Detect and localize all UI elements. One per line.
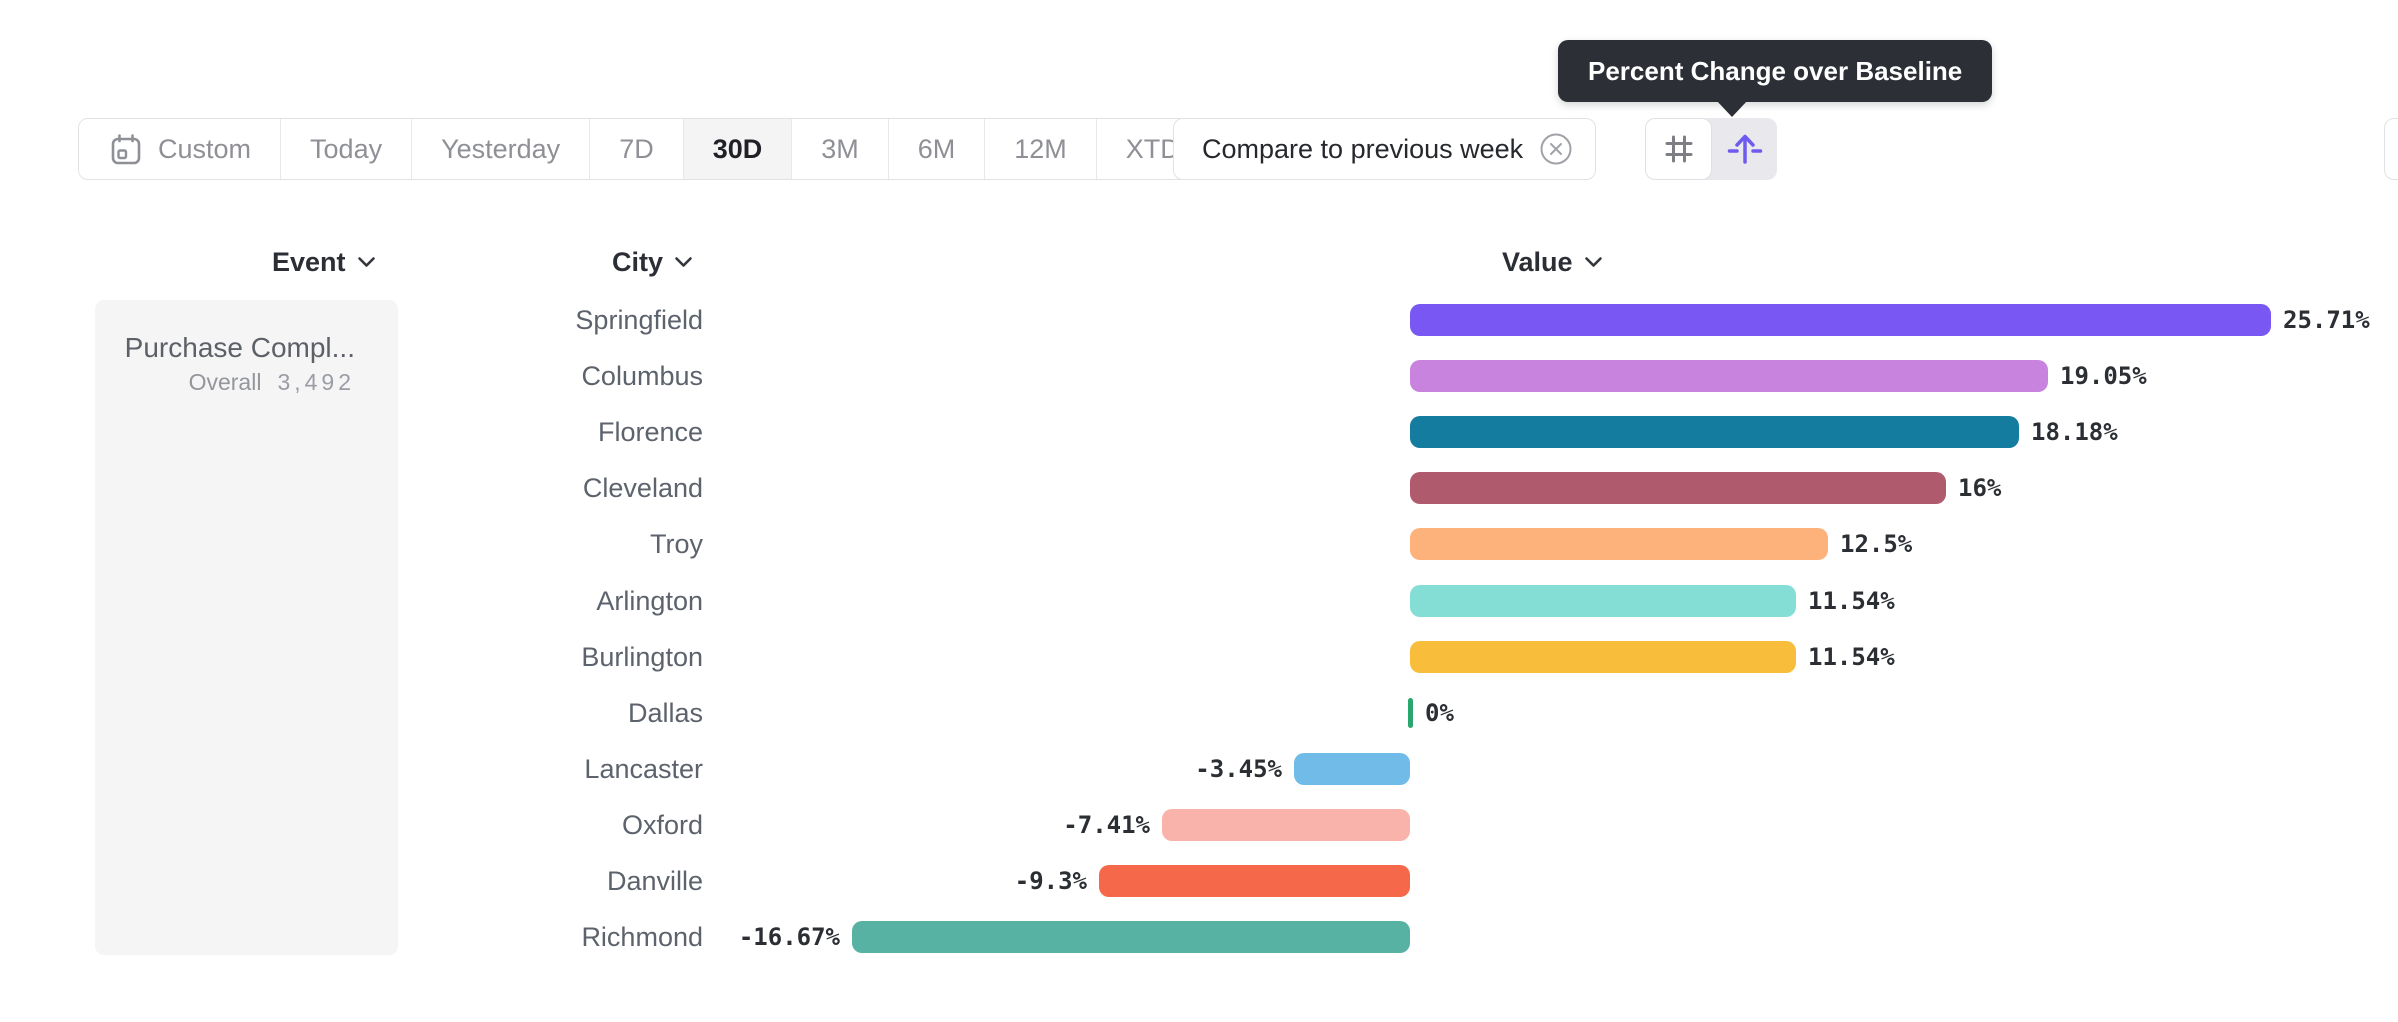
chart-row: Danville -9.3%: [0, 853, 2398, 909]
date-range-label: 6M: [917, 133, 956, 164]
date-range-custom[interactable]: Custom: [79, 119, 282, 179]
chart-row: Columbus 19.05%: [0, 348, 2398, 404]
value-label: -16.67%: [738, 923, 840, 951]
bar[interactable]: [1294, 753, 1410, 785]
date-range-label: Today: [310, 133, 383, 164]
column-header-event-label: Event: [272, 246, 346, 277]
value-label: 11.54%: [1808, 587, 1895, 615]
city-label: Columbus: [581, 361, 703, 391]
segment-label: Overall: [188, 369, 262, 395]
date-range-label: Custom: [158, 133, 252, 164]
percent-change-view-button[interactable]: [1712, 118, 1777, 180]
date-range-12m[interactable]: 12M: [985, 119, 1097, 179]
grid-icon: [1662, 132, 1696, 166]
value-label: 12.5%: [1840, 530, 1913, 558]
segment-count: 3,492: [277, 369, 355, 395]
city-label: Richmond: [581, 922, 703, 952]
column-header-city-label: City: [612, 246, 664, 277]
date-range-7d[interactable]: 7D: [590, 119, 684, 179]
bar[interactable]: [852, 921, 1410, 953]
chevron-down-icon: [357, 256, 375, 267]
date-range-label: Yesterday: [441, 133, 561, 164]
calendar-icon: [108, 131, 144, 167]
date-range-3m[interactable]: 3M: [792, 119, 889, 179]
view-toggle-group: [1645, 118, 1777, 180]
city-label: Troy: [650, 529, 703, 559]
date-range-6m[interactable]: 6M: [888, 119, 986, 179]
city-label: Dallas: [627, 698, 703, 728]
value-label: 11.54%: [1808, 643, 1895, 671]
city-label: Cleveland: [582, 473, 703, 503]
date-range-label: 7D: [619, 133, 654, 164]
chart-row: Troy 12.5%: [0, 516, 2398, 572]
event-segment-row: Overall 3,492: [95, 366, 355, 398]
bar[interactable]: [1408, 698, 1413, 728]
city-label: Lancaster: [584, 754, 703, 784]
chevron-down-icon: [1584, 256, 1602, 267]
grid-view-button[interactable]: [1645, 118, 1712, 180]
date-range-today[interactable]: Today: [281, 119, 413, 179]
event-name: Purchase Compl...: [124, 332, 355, 363]
date-range-30d[interactable]: 30D: [683, 119, 793, 179]
value-label: 0%: [1425, 699, 1454, 727]
bar[interactable]: [1410, 472, 1946, 504]
event-panel[interactable]: Purchase Compl... Overall 3,492: [95, 300, 398, 955]
clipped-button[interactable]: [2384, 118, 2398, 180]
bar[interactable]: [1410, 528, 1828, 560]
chart-row: Oxford -7.41%: [0, 797, 2398, 853]
date-range-label: 30D: [712, 133, 763, 164]
column-header-value[interactable]: Value: [1502, 246, 1603, 278]
value-label: 19.05%: [2060, 362, 2147, 390]
value-label: 18.18%: [2031, 418, 2118, 446]
date-range-label: 3M: [821, 133, 859, 164]
city-label: Burlington: [581, 642, 703, 672]
city-label: Danville: [606, 866, 703, 896]
chart-row: Cleveland 16%: [0, 460, 2398, 516]
tooltip: Percent Change over Baseline: [1558, 40, 1993, 102]
date-range-label: 12M: [1014, 133, 1067, 164]
date-range-yesterday[interactable]: Yesterday: [412, 119, 591, 179]
chart-row: Dallas 0%: [0, 685, 2398, 741]
bar[interactable]: [1162, 809, 1410, 841]
percent-change-arrow-icon: [1726, 130, 1764, 168]
chart-row: Springfield 25.71%: [0, 292, 2398, 348]
chart-row: Florence 18.18%: [0, 404, 2398, 460]
bar-chart: Springfield 25.71% Columbus 19.05% Florence 1…: [0, 292, 2398, 972]
tooltip-text: Percent Change over Baseline: [1588, 55, 1963, 86]
bar[interactable]: [1410, 360, 2048, 392]
circle-x-icon[interactable]: [1539, 132, 1573, 166]
date-range-toolbar: Custom Today Yesterday 7D 30D 3M 6M 12M XTD: [78, 118, 1242, 180]
tooltip-arrow: [1716, 100, 1748, 117]
chart-row: Richmond -16.67%: [0, 909, 2398, 965]
value-label: 25.71%: [2283, 306, 2370, 334]
city-label: Springfield: [575, 305, 703, 335]
column-header-value-label: Value: [1502, 246, 1573, 277]
column-header-city[interactable]: City: [612, 246, 693, 278]
compare-label: Compare to previous week: [1202, 133, 1524, 164]
date-range-label: XTD: [1125, 133, 1180, 164]
value-label: -3.45%: [1195, 755, 1282, 783]
city-label: Arlington: [596, 586, 703, 616]
bar[interactable]: [1410, 416, 2019, 448]
compare-pill[interactable]: Compare to previous week: [1173, 118, 1597, 180]
city-label: Oxford: [621, 810, 703, 840]
city-label: Florence: [597, 417, 703, 447]
chart-row: Burlington 11.54%: [0, 629, 2398, 685]
bar[interactable]: [1410, 304, 2271, 336]
value-label: 16%: [1958, 474, 2002, 502]
column-header-event[interactable]: Event: [272, 246, 376, 278]
bar[interactable]: [1099, 865, 1410, 897]
bar[interactable]: [1410, 641, 1796, 673]
chart-row: Arlington 11.54%: [0, 573, 2398, 629]
chevron-down-icon: [675, 256, 692, 267]
value-label: -7.41%: [1063, 811, 1150, 839]
bar[interactable]: [1410, 585, 1796, 617]
chart-row: Lancaster -3.45%: [0, 741, 2398, 797]
value-label: -9.3%: [1014, 867, 1087, 895]
